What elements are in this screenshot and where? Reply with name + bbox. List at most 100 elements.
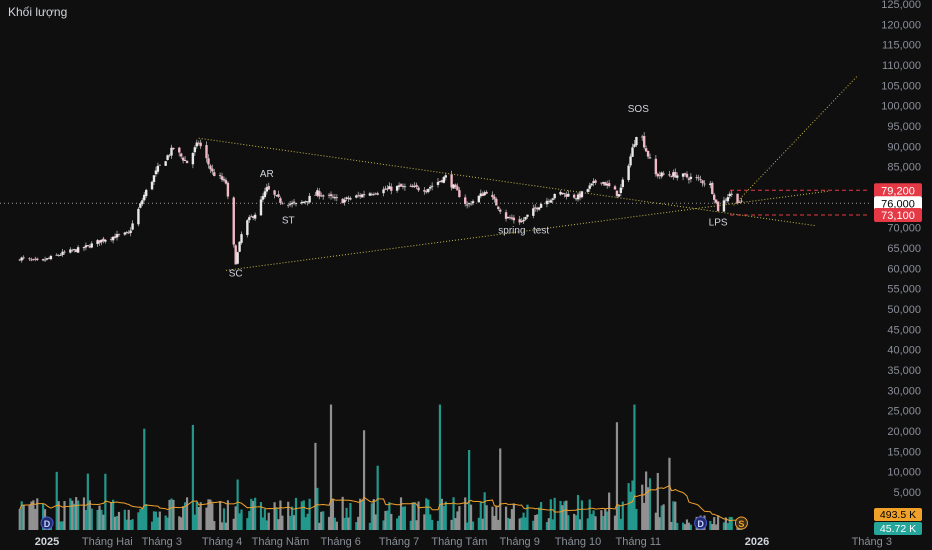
volume-bar — [170, 498, 173, 530]
volume-bar — [331, 498, 335, 530]
candle-body — [32, 259, 35, 260]
candle-body — [590, 183, 593, 186]
candle-body — [660, 172, 663, 177]
candle-body — [288, 203, 292, 205]
y-tick-label: 85,000 — [887, 162, 921, 174]
volume-bar — [495, 505, 498, 530]
candle-body — [711, 182, 714, 194]
volume-bar — [314, 442, 317, 530]
candle-body — [98, 240, 101, 244]
volume-bar — [263, 508, 266, 530]
volume-bar — [30, 501, 33, 530]
candle-body — [205, 145, 208, 159]
volume-bar — [672, 501, 675, 530]
y-tick-label: 10,000 — [887, 467, 921, 479]
candle-body — [580, 191, 584, 198]
volume-bar — [197, 507, 200, 530]
candle-body — [619, 187, 623, 193]
candle-body — [415, 184, 418, 187]
volume-bar — [259, 502, 263, 530]
candle-body — [125, 232, 128, 233]
volume-bar — [329, 404, 333, 530]
volume-bar — [306, 513, 309, 530]
volume-bar — [450, 519, 453, 530]
volume-bar — [370, 503, 373, 530]
volume-bar — [545, 522, 549, 530]
candle-body — [537, 207, 541, 210]
volume-bar — [586, 518, 589, 530]
candle-body — [594, 180, 597, 183]
volume-bar — [590, 514, 593, 530]
candle-body — [674, 171, 677, 178]
volume-bar — [594, 516, 597, 530]
volume-bar — [397, 515, 401, 530]
candle-body — [576, 194, 580, 200]
candle-body — [646, 150, 650, 157]
y-tick-label: 125,000 — [881, 0, 921, 11]
volume-bar — [154, 511, 158, 530]
candle-body — [84, 245, 88, 248]
candle-body — [360, 194, 364, 198]
price-label-last: 76,000 — [881, 198, 915, 210]
volume-bar — [606, 511, 609, 530]
y-tick-label: 100,000 — [881, 101, 921, 113]
candle-body — [168, 154, 171, 156]
candle-body — [109, 239, 113, 241]
candle-body — [613, 186, 617, 190]
candle-body — [709, 183, 712, 186]
volume-bar — [608, 492, 611, 530]
candle-body — [695, 177, 698, 179]
candle-body — [532, 208, 535, 216]
volume-bar — [635, 508, 638, 530]
candle-body — [535, 207, 539, 210]
candle-body — [82, 246, 86, 249]
candle-body — [687, 178, 691, 180]
volume-bar — [205, 507, 208, 530]
candle-body — [522, 219, 525, 222]
candle-body — [713, 194, 716, 200]
volume-bar — [131, 519, 134, 530]
y-tick-label: 20,000 — [887, 426, 921, 438]
volume-bar — [152, 511, 156, 530]
volume-bar — [722, 522, 726, 530]
volume-bar — [629, 491, 632, 530]
candle-body — [195, 142, 198, 147]
candle-body — [662, 173, 665, 175]
volume-bar — [508, 518, 512, 530]
candle-body — [341, 198, 344, 204]
price-label-resistance: 79,200 — [881, 185, 915, 197]
candle-body — [55, 254, 58, 256]
candle-body — [423, 190, 426, 192]
volume-bar — [386, 510, 389, 530]
volume-bar — [238, 513, 241, 530]
volume-bar — [345, 507, 348, 530]
candle-body — [100, 239, 103, 243]
y-tick-label: 45,000 — [887, 324, 921, 336]
candle-body — [49, 255, 53, 260]
volume-bar — [164, 515, 167, 530]
volume-bar — [539, 502, 543, 530]
volume-bar — [158, 511, 161, 530]
candle-body — [644, 148, 648, 152]
volume-bar — [645, 471, 648, 530]
candle-body — [372, 193, 375, 195]
candle-body — [28, 258, 31, 260]
volume-bar — [415, 520, 418, 530]
volume-bar — [362, 430, 366, 530]
volume-bar — [213, 521, 216, 530]
volume-bar — [166, 517, 169, 530]
candle-body — [728, 193, 731, 197]
volume-bar — [660, 505, 663, 530]
volume-bar — [670, 521, 673, 530]
candle-body — [111, 236, 115, 241]
volume-bar — [145, 504, 148, 530]
candle-body — [549, 200, 553, 203]
volume-bar — [559, 500, 562, 530]
x-tick-label: Tháng Tám — [431, 536, 487, 548]
volume-bar — [150, 521, 154, 530]
volume-bar — [236, 479, 239, 530]
volume-bar — [724, 517, 727, 530]
volume-bar — [267, 512, 270, 530]
volume-bar — [61, 521, 64, 530]
